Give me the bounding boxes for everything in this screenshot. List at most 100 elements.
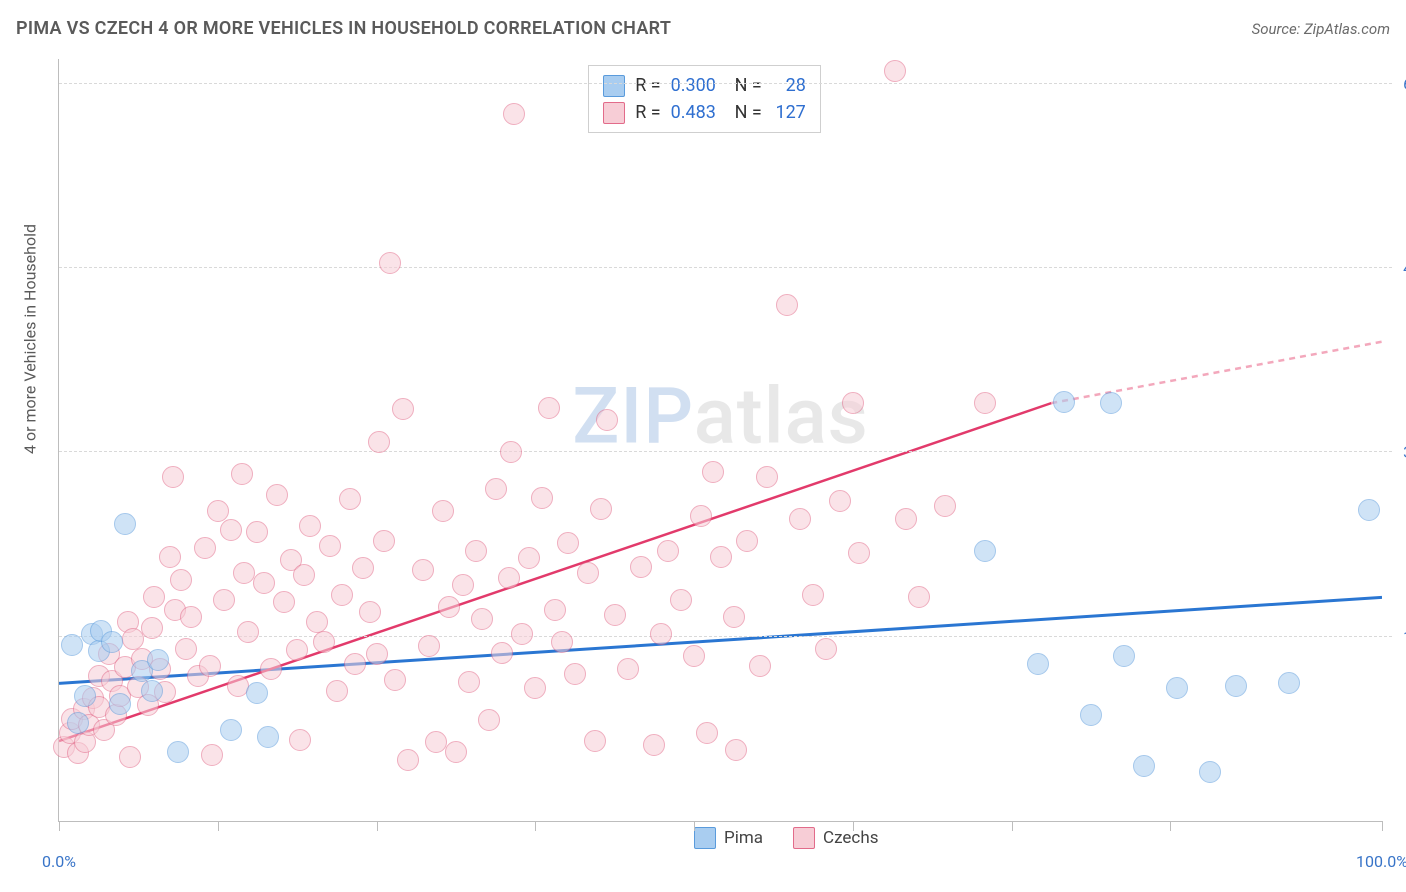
x-tick <box>694 821 695 831</box>
point-czech <box>485 478 507 500</box>
gridline-h <box>59 636 1392 637</box>
point-pima <box>141 680 163 702</box>
point-czech <box>280 549 302 571</box>
point-czech <box>175 638 197 660</box>
point-czech <box>815 638 837 660</box>
point-czech <box>551 631 573 653</box>
point-czech <box>88 696 110 718</box>
point-pima <box>114 513 136 535</box>
point-czech <box>306 611 328 633</box>
legend-label-pima: Pima <box>724 828 763 848</box>
point-czech <box>538 397 560 419</box>
point-pima <box>81 623 103 645</box>
point-czech <box>445 741 467 763</box>
point-czech <box>194 537 216 559</box>
point-czech <box>736 530 758 552</box>
point-czech <box>643 734 665 756</box>
point-czech <box>143 586 165 608</box>
point-czech <box>237 621 259 643</box>
n-value-pima: 28 <box>772 72 806 99</box>
point-pima <box>74 685 96 707</box>
x-tick <box>218 821 219 831</box>
gridline-h <box>59 83 1392 84</box>
point-czech <box>117 611 139 633</box>
point-czech <box>596 409 618 431</box>
point-czech <box>159 546 181 568</box>
point-czech <box>696 722 718 744</box>
watermark: ZIPatlas <box>572 372 869 463</box>
point-czech <box>180 606 202 628</box>
point-czech <box>220 519 242 541</box>
r-value-pima: 0.300 <box>671 72 725 99</box>
x-tick <box>59 821 60 831</box>
gridline-h <box>59 267 1392 268</box>
point-czech <box>789 508 811 530</box>
point-pima <box>1133 755 1155 777</box>
point-czech <box>749 655 771 677</box>
point-pima <box>1100 392 1122 414</box>
point-czech <box>61 708 83 730</box>
swatch-czech <box>603 102 625 124</box>
point-pima <box>167 741 189 763</box>
point-czech <box>105 704 127 726</box>
scatter-plot: ZIPatlas R = 0.300 N = 28 R = 0.483 N = … <box>58 59 1382 822</box>
gridline-h <box>59 451 1392 452</box>
watermark-atlas: atlas <box>694 372 869 463</box>
point-czech <box>503 103 525 125</box>
x-tick-label: 0.0% <box>42 852 76 871</box>
point-czech <box>452 574 474 596</box>
point-czech <box>273 591 295 613</box>
point-pima <box>1166 677 1188 699</box>
point-czech <box>884 60 906 82</box>
point-czech <box>98 643 120 665</box>
point-czech <box>109 685 131 707</box>
point-czech <box>227 675 249 697</box>
point-czech <box>74 731 96 753</box>
point-czech <box>465 540 487 562</box>
point-pima <box>974 540 996 562</box>
point-czech <box>630 556 652 578</box>
point-czech <box>500 441 522 463</box>
point-czech <box>67 742 89 764</box>
point-czech <box>438 596 460 618</box>
point-czech <box>418 635 440 657</box>
point-czech <box>331 584 353 606</box>
point-czech <box>73 698 95 720</box>
n-label: N = <box>735 72 762 99</box>
point-czech <box>617 658 639 680</box>
x-tick <box>1382 821 1383 831</box>
point-czech <box>344 653 366 675</box>
point-czech <box>584 730 606 752</box>
point-czech <box>412 559 434 581</box>
source-credit: Source: ZipAtlas.com <box>1252 20 1390 38</box>
point-czech <box>149 658 171 680</box>
point-czech <box>802 584 824 606</box>
point-czech <box>604 604 626 626</box>
point-pima <box>67 712 89 734</box>
point-czech <box>702 461 724 483</box>
point-czech <box>319 535 341 557</box>
point-czech <box>213 589 235 611</box>
point-czech <box>326 680 348 702</box>
point-czech <box>670 589 692 611</box>
point-pima <box>1278 672 1300 694</box>
point-czech <box>557 532 579 554</box>
series-legend: Pima Czechs <box>694 827 878 849</box>
point-czech <box>458 671 480 693</box>
swatch-pima <box>603 75 625 97</box>
x-tick <box>853 821 854 831</box>
point-czech <box>246 521 268 543</box>
x-tick-label: 100.0% <box>1356 852 1406 871</box>
point-pima <box>131 660 153 682</box>
point-czech <box>524 677 546 699</box>
point-pima <box>257 726 279 748</box>
point-czech <box>207 500 229 522</box>
point-czech <box>397 749 419 771</box>
point-pima <box>1053 391 1075 413</box>
point-czech <box>88 665 110 687</box>
point-czech <box>590 498 612 520</box>
point-czech <box>154 681 176 703</box>
point-czech <box>122 628 144 650</box>
point-czech <box>299 515 321 537</box>
point-czech <box>170 569 192 591</box>
